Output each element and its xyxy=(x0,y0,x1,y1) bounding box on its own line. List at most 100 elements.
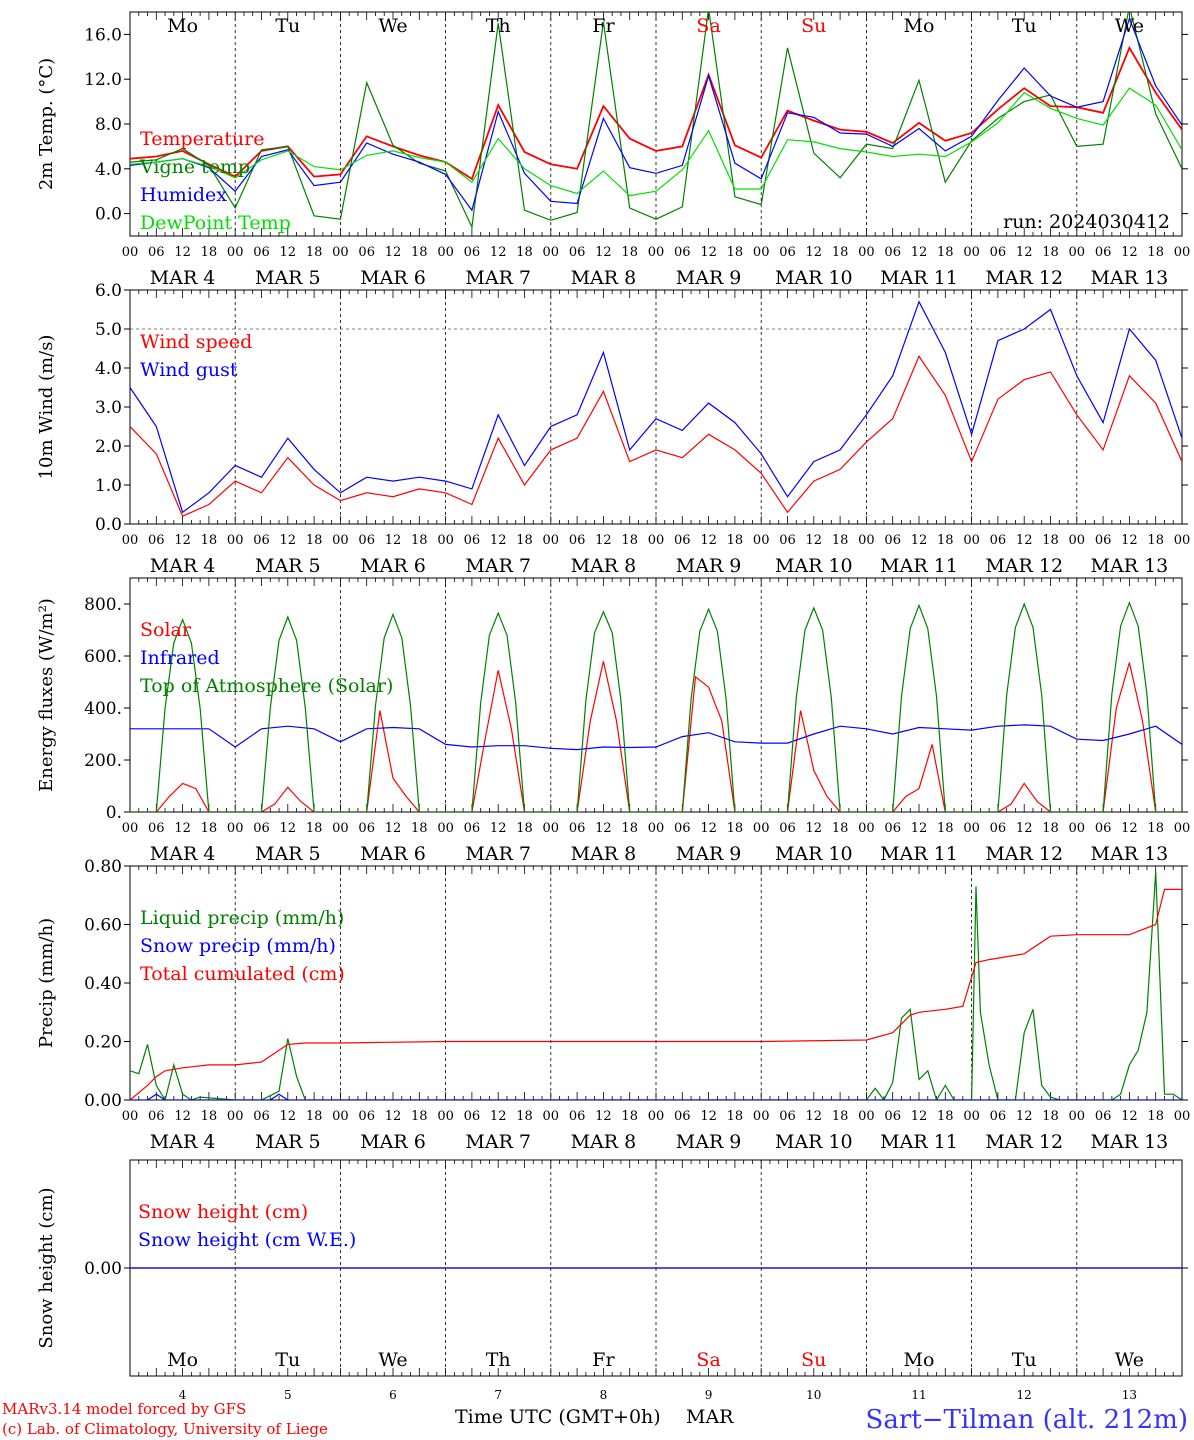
energy-hour-label: 12 xyxy=(490,821,507,836)
energy-legend-entry: Infrared xyxy=(140,647,220,669)
energy-hour-label: 12 xyxy=(1016,821,1033,836)
energy-date-label: MAR 11 xyxy=(880,843,958,865)
temp-date-label: MAR 9 xyxy=(676,267,742,289)
precip-hour-label: 18 xyxy=(1042,1109,1059,1124)
temp-hour-label: 18 xyxy=(516,245,533,260)
temp-y-tick-label: 12.0 xyxy=(84,70,122,90)
snow-legend-entry: Snow height (cm W.E.) xyxy=(138,1229,356,1251)
energy-hour-label: 00 xyxy=(227,821,244,836)
precip-hour-label: 12 xyxy=(700,1109,717,1124)
energy-y-tick-label: 400. xyxy=(84,699,122,719)
temp-hour-label: 18 xyxy=(1147,245,1164,260)
energy-legend-entry: Solar xyxy=(140,619,192,641)
precip-hour-label: 12 xyxy=(1016,1109,1033,1124)
precip-hour-label: 00 xyxy=(227,1109,244,1124)
precip-hour-label: 12 xyxy=(174,1109,191,1124)
precip-y-tick-label: 0.20 xyxy=(84,1033,122,1053)
precip-hour-label: 06 xyxy=(779,1109,796,1124)
footer: MARv3.14 model forced by GFS (c) Lab. of… xyxy=(2,1400,1188,1438)
temp-hour-label: 12 xyxy=(280,245,297,260)
precip-legend-entry: Snow precip (mm/h) xyxy=(140,935,336,957)
day-number-label: 11 xyxy=(911,1388,926,1402)
temp-hour-label: 18 xyxy=(1042,245,1059,260)
precip-hour-label: 00 xyxy=(543,1109,560,1124)
wind-y-tick-label: 4.0 xyxy=(95,359,122,379)
precip-hour-label: 12 xyxy=(911,1109,928,1124)
temp-hour-label: 12 xyxy=(174,245,191,260)
precip-hour-label: 18 xyxy=(306,1109,323,1124)
energy-hour-label: 06 xyxy=(990,821,1007,836)
precip-hour-label: 18 xyxy=(727,1109,744,1124)
wind-y-tick-label: 2.0 xyxy=(95,437,122,457)
energy-hour-label: 06 xyxy=(674,821,691,836)
temp-hour-label: 12 xyxy=(911,245,928,260)
energy-date-label: MAR 9 xyxy=(676,843,742,865)
temp-y-tick-label: 8.0 xyxy=(95,115,122,135)
temp-frame xyxy=(129,11,1183,237)
wind-y-tick-label: 5.0 xyxy=(95,320,122,340)
precip-hour-label: 12 xyxy=(385,1109,402,1124)
precip-series-total-cumulated-cm- xyxy=(130,888,1182,1100)
temp-hour-label: 18 xyxy=(201,245,218,260)
day-number-label: 13 xyxy=(1122,1388,1137,1402)
wind-date-label: MAR 10 xyxy=(775,555,853,577)
model-credit: MARv3.14 model forced by GFS xyxy=(2,1400,246,1418)
temp-date-label: MAR 12 xyxy=(985,267,1063,289)
energy-date-label: MAR 10 xyxy=(775,843,853,865)
wind-hour-label: 18 xyxy=(1042,533,1059,548)
energy-hour-label: 00 xyxy=(858,821,875,836)
temp-hour-label: 12 xyxy=(595,245,612,260)
energy-hour-label: 18 xyxy=(1042,821,1059,836)
temp-hour-label: 06 xyxy=(253,245,270,260)
wind-hour-label: 00 xyxy=(1069,533,1086,548)
temp-hour-label: 12 xyxy=(1121,245,1138,260)
precip-hour-label: 06 xyxy=(358,1109,375,1124)
day-name-label: Sa xyxy=(696,15,720,37)
energy-hour-label: 00 xyxy=(648,821,665,836)
energy-y-axis-label: Energy fluxes (W/m²) xyxy=(36,598,57,792)
wind-hour-label: 12 xyxy=(490,533,507,548)
wind-date-label: MAR 13 xyxy=(1091,555,1169,577)
wind-hour-label: 00 xyxy=(1174,533,1191,548)
temp-hour-label: 00 xyxy=(122,245,139,260)
wind-date-label: MAR 8 xyxy=(571,555,637,577)
precip-hour-label: 18 xyxy=(516,1109,533,1124)
bottom-day-name-label: Mo xyxy=(904,1349,935,1371)
day-name-label: We xyxy=(1115,15,1144,37)
temp-hour-label: 06 xyxy=(464,245,481,260)
temp-series-dewpoint-temp xyxy=(130,87,1182,197)
precip-hour-label: 12 xyxy=(280,1109,297,1124)
temp-date-label: MAR 11 xyxy=(880,267,958,289)
wind-hour-label: 06 xyxy=(990,533,1007,548)
temp-date-label: MAR 5 xyxy=(255,267,321,289)
energy-hour-label: 00 xyxy=(543,821,560,836)
wind-hour-label: 06 xyxy=(253,533,270,548)
temp-hour-label: 12 xyxy=(806,245,823,260)
temp-hour-label: 00 xyxy=(858,245,875,260)
precip-date-label: MAR 8 xyxy=(571,1131,637,1153)
energy-hour-label: 12 xyxy=(806,821,823,836)
energy-hour-label: 00 xyxy=(332,821,349,836)
precip-y-axis-label: Precip (mm/h) xyxy=(36,918,57,1048)
temp-hour-label: 18 xyxy=(306,245,323,260)
energy-y-tick-label: 0. xyxy=(106,803,122,823)
wind-date-label: MAR 5 xyxy=(255,555,321,577)
temp-x-ticks xyxy=(129,12,1183,236)
wind-x-ticks xyxy=(129,290,1183,524)
bottom-day-name-label: Tu xyxy=(1012,1349,1037,1371)
temp-date-label: MAR 6 xyxy=(360,267,426,289)
energy-date-label: MAR 8 xyxy=(571,843,637,865)
wind-date-label: MAR 12 xyxy=(985,555,1063,577)
precip-hour-label: 00 xyxy=(437,1109,454,1124)
temp-hour-label: 06 xyxy=(884,245,901,260)
temp-run-annotation: run: 2024030412 xyxy=(1003,211,1170,233)
precip-y-tick-label: 0.60 xyxy=(84,916,122,936)
wind-hour-label: 06 xyxy=(674,533,691,548)
bottom-day-name-label: Fr xyxy=(592,1349,615,1371)
precip-hour-label: 00 xyxy=(648,1109,665,1124)
bottom-day-name-label: We xyxy=(1115,1349,1144,1371)
precip-hour-label: 18 xyxy=(1147,1109,1164,1124)
precip-hour-label: 12 xyxy=(1121,1109,1138,1124)
temp-hour-label: 00 xyxy=(227,245,244,260)
energy-hour-label: 00 xyxy=(963,821,980,836)
